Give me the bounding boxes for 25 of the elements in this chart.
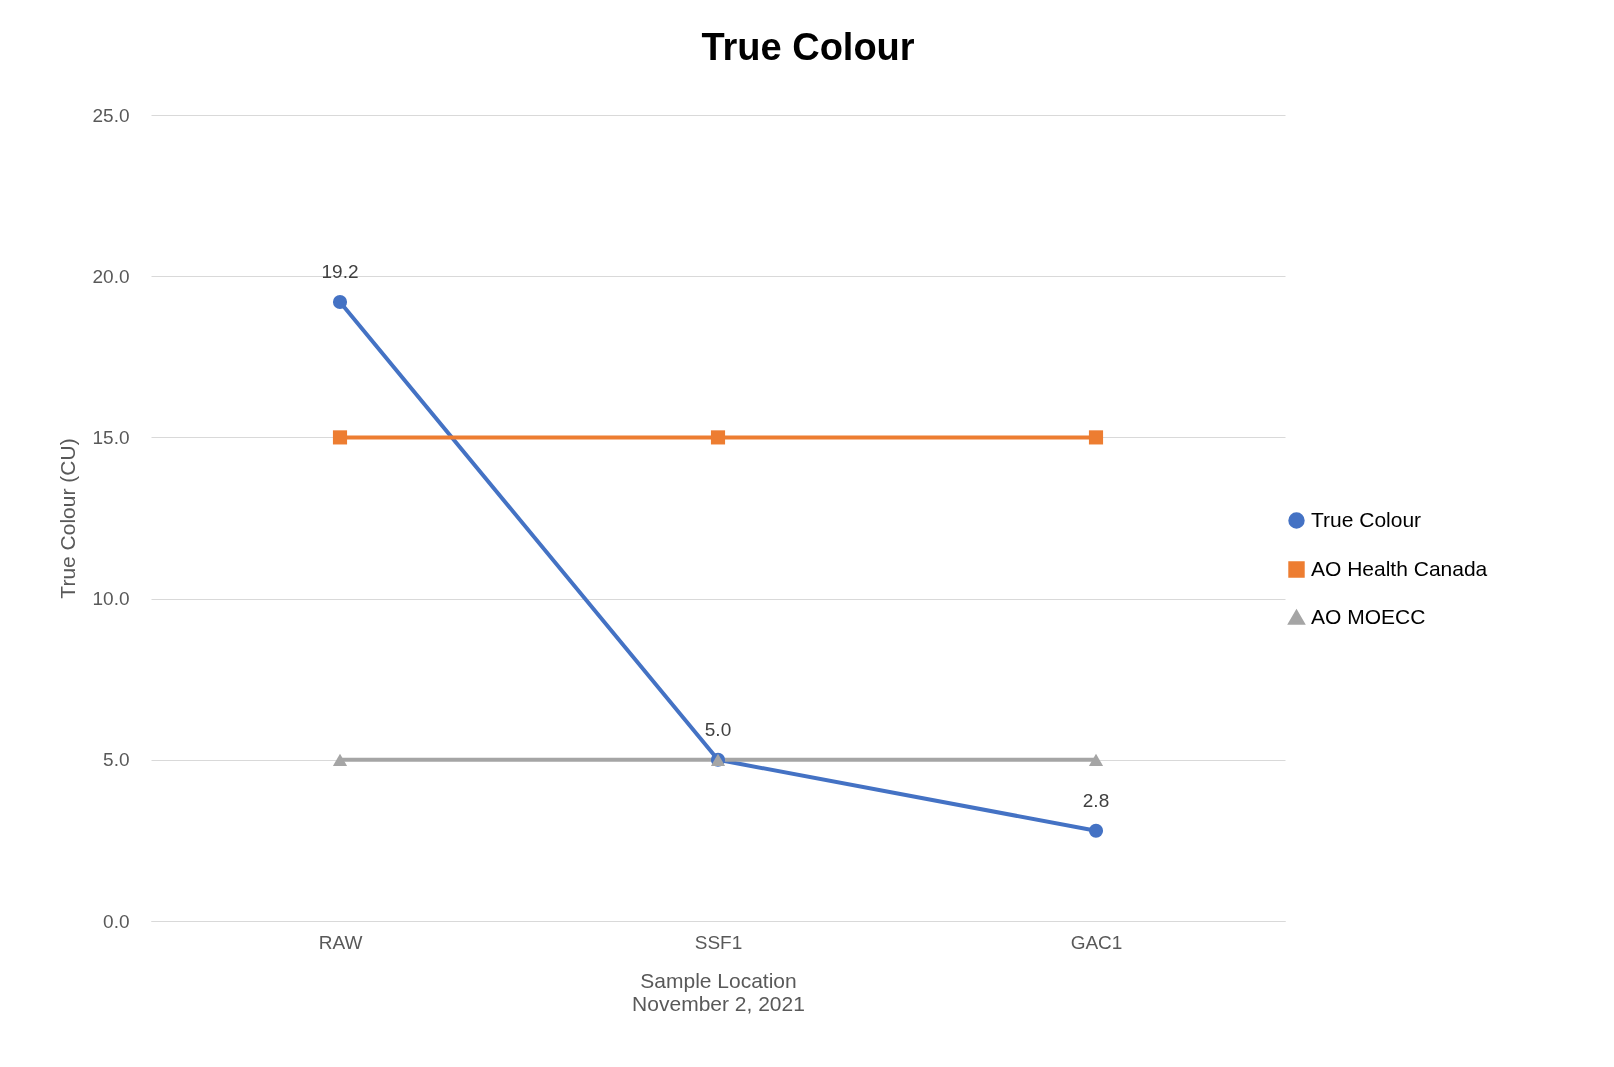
point bbox=[332, 294, 348, 310]
y-tick-label: 25.0 bbox=[92, 104, 130, 126]
data-label: 19.2 bbox=[321, 260, 359, 282]
x-tick-label: SSF1 bbox=[694, 931, 743, 953]
chart-title: True Colour bbox=[701, 26, 915, 68]
legend-label: True Colour bbox=[1311, 507, 1422, 531]
y-tick-label: 5.0 bbox=[103, 749, 130, 771]
x-tick-label: RAW bbox=[318, 931, 363, 953]
y-tick-label: 0.0 bbox=[103, 910, 130, 932]
point bbox=[1088, 753, 1104, 766]
legend-label: AO Health Canada bbox=[1311, 556, 1488, 580]
legend-label: AO MOECC bbox=[1311, 604, 1426, 628]
point bbox=[1088, 823, 1104, 838]
x-tick-label: GAC1 bbox=[1070, 931, 1123, 953]
point bbox=[710, 430, 726, 445]
point bbox=[332, 430, 348, 445]
x-axis-title: Sample Location November 2, 2021 bbox=[632, 968, 805, 1015]
y-tick-label: 15.0 bbox=[92, 426, 130, 448]
y-tick-label: 10.0 bbox=[92, 588, 130, 610]
point bbox=[332, 753, 348, 766]
point bbox=[1088, 430, 1104, 445]
data-label: 5.0 bbox=[704, 718, 732, 740]
y-tick-label: 20.0 bbox=[92, 265, 130, 287]
data-label: 2.8 bbox=[1082, 789, 1110, 811]
y-axis-title: True Colour (CU) bbox=[55, 438, 79, 599]
